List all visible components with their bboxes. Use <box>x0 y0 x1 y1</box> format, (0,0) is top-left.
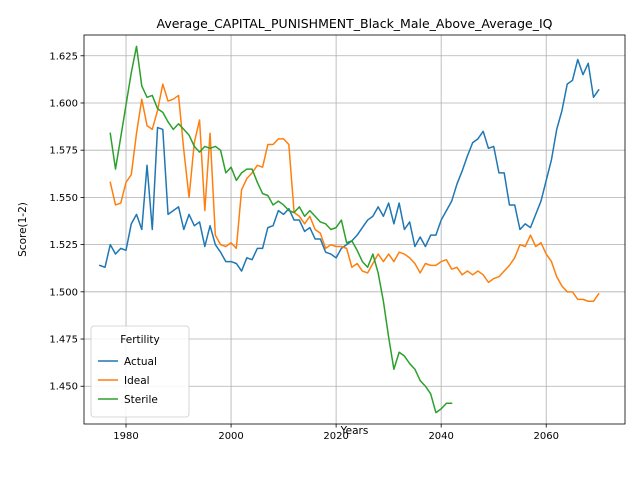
series-lines <box>99 45 600 414</box>
axis-ticks: 1980 2000 2020 2040 2060 1.450 1.475 1.500 1.525… <box>49 51 559 442</box>
x-tick-label: 2060 <box>533 431 558 442</box>
y-tick-label: 1.550 <box>49 193 78 204</box>
legend: Fertility Actual Ideal Sterile <box>90 325 190 418</box>
x-tick-label: 2020 <box>323 431 348 442</box>
y-tick-label: 1.525 <box>49 240 78 251</box>
series-line-actual <box>99 58 600 272</box>
y-tick-label: 1.600 <box>49 98 78 109</box>
legend-label-sterile: Sterile <box>124 394 158 406</box>
y-axis-label: Score(1-2) <box>17 202 29 257</box>
y-tick-label: 1.500 <box>49 287 78 298</box>
legend-title: Fertility <box>120 334 159 346</box>
x-axis-label: Years <box>340 425 369 437</box>
y-tick-label: 1.475 <box>49 335 78 346</box>
x-tick-label: 2000 <box>218 431 243 442</box>
legend-label-actual: Actual <box>124 356 157 368</box>
x-tick-label: 1980 <box>113 431 138 442</box>
y-tick-label: 1.575 <box>49 146 78 157</box>
legend-label-ideal: Ideal <box>124 375 150 387</box>
series-line-sterile <box>109 45 453 414</box>
series-line-ideal <box>109 83 600 303</box>
plot-frame <box>83 34 626 425</box>
legend-box <box>90 325 190 418</box>
y-tick-label: 1.450 <box>49 382 78 393</box>
chart-title: Average_CAPITAL_PUNISHMENT_Black_Male_Ab… <box>157 16 553 31</box>
x-tick-label: 2040 <box>428 431 453 442</box>
y-tick-label: 1.625 <box>49 51 78 62</box>
